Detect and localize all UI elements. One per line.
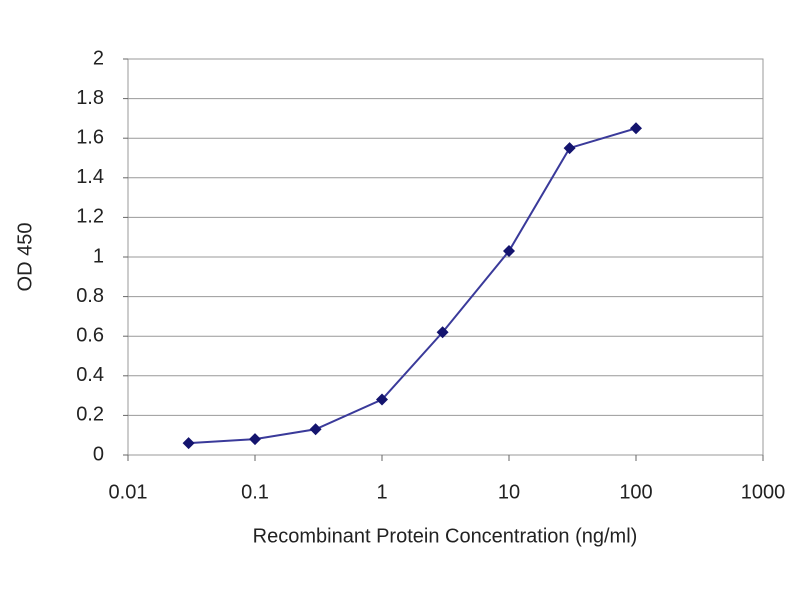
y-tick-label: 1 <box>93 245 104 267</box>
data-point <box>503 245 515 258</box>
y-tick-label: 2 <box>93 47 104 69</box>
data-point <box>630 122 642 135</box>
y-axis-label: OD 450 <box>14 223 36 292</box>
x-tick-label: 1000 <box>741 481 786 503</box>
data-point <box>563 142 576 155</box>
x-tick-label: 10 <box>498 481 520 503</box>
y-tick-label: 0.6 <box>76 324 104 346</box>
x-tick-label: 0.1 <box>241 481 269 503</box>
data-line <box>188 127 637 445</box>
y-tick-label: 0 <box>93 443 104 465</box>
y-tick-label: 1.2 <box>76 206 104 228</box>
data-point <box>309 423 322 436</box>
data-point <box>436 326 449 339</box>
data-point <box>182 437 195 450</box>
y-tick-label: 1.6 <box>76 126 104 148</box>
x-tick-label: 100 <box>619 481 652 503</box>
y-tick-label: 0.2 <box>76 404 104 426</box>
y-tick-label: 1.4 <box>76 166 104 188</box>
x-tick-label: 0.01 <box>109 481 148 503</box>
y-tick-label: 0.8 <box>76 285 104 307</box>
x-tick-label: 1 <box>376 481 387 503</box>
data-point <box>249 433 261 446</box>
data-point <box>376 393 388 406</box>
y-tick-label: 1.8 <box>76 87 104 109</box>
x-axis-label: Recombinant Protein Concentration (ng/ml… <box>253 525 638 547</box>
y-tick-label: 0.4 <box>76 364 104 386</box>
